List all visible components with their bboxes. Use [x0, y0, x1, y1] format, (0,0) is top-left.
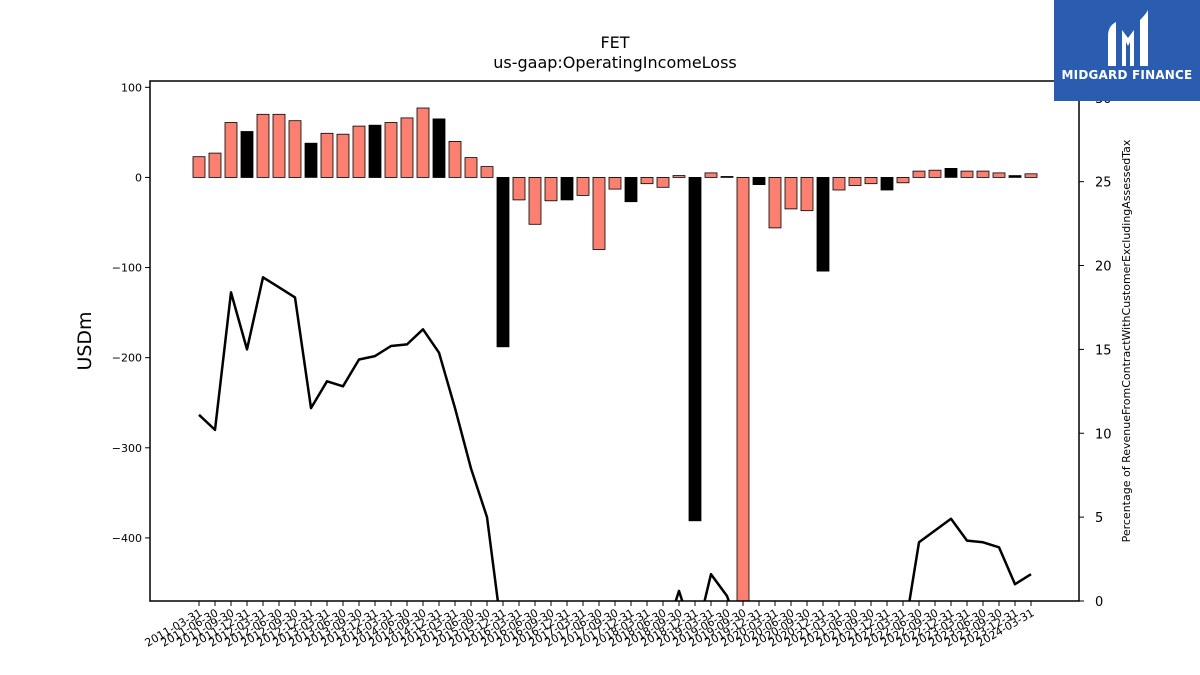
- bar-2022-12-31: [944, 167, 958, 178]
- bar-2018-12-31: [688, 176, 702, 522]
- bar-2012-09-30: [288, 120, 302, 178]
- bar-2023-03-31: [960, 170, 974, 178]
- bar-2017-09-30: [608, 176, 622, 190]
- brand-name: MIDGARD FINANCE: [1061, 68, 1193, 82]
- y2-tick-label: 15: [1095, 343, 1112, 358]
- bar-2011-12-31: [240, 131, 254, 178]
- bar-2016-09-30: [544, 176, 558, 202]
- bar-2012-06-30: [272, 113, 286, 178]
- y2-tick-label: 25: [1095, 176, 1112, 191]
- line-layer: [198, 276, 1032, 601]
- bar-2019-09-30: [736, 176, 750, 602]
- bar-2023-06-30: [976, 170, 990, 178]
- bar-2021-03-31: [832, 176, 846, 191]
- bar-2020-09-30: [800, 176, 814, 212]
- y2-tick-label: 5: [1095, 511, 1103, 526]
- bar-2018-06-30: [656, 176, 670, 188]
- bar-2015-12-31: [496, 176, 510, 348]
- bar-2011-06-30: [208, 152, 222, 178]
- bar-2017-03-31: [576, 176, 590, 196]
- chart-title: FET: [600, 33, 629, 52]
- y2-tick-label: 0: [1095, 595, 1103, 610]
- bar-2012-12-31: [304, 142, 318, 178]
- y-ticks: 100 0 −100 −200 −300 −400: [112, 81, 150, 545]
- chart-subtitle: us-gaap:OperatingIncomeLoss: [493, 53, 737, 72]
- y-tick-label: −200: [112, 352, 142, 365]
- bar-2022-03-31: [896, 176, 910, 184]
- bar-2015-09-30: [480, 166, 494, 178]
- bar-2020-03-31: [768, 176, 782, 229]
- y2-tick-label: 20: [1095, 260, 1112, 275]
- percentage-line: [198, 276, 1032, 601]
- bar-2013-09-30: [352, 125, 366, 178]
- brand-mark-icon: [1108, 10, 1148, 66]
- bar-2013-03-31: [320, 132, 334, 178]
- bar-2011-09-30: [224, 122, 238, 178]
- x-ticks: 2011-03-312011-06-302011-09-302011-12-31…: [143, 601, 1037, 650]
- bar-2014-03-31: [384, 122, 398, 178]
- bar-2024-03-31: [1024, 173, 1038, 178]
- bar-2018-03-31: [640, 176, 654, 185]
- bar-2018-09-30: [672, 175, 686, 178]
- bar-2014-12-31: [432, 118, 446, 178]
- bar-2013-12-31: [368, 124, 382, 178]
- bar-2023-12-31: [1008, 175, 1022, 178]
- bars-layer: [192, 107, 1038, 602]
- bar-2019-06-30: [720, 176, 734, 178]
- bar-2022-09-30: [928, 169, 942, 178]
- bar-2021-06-30: [848, 176, 862, 186]
- y-tick-label: 100: [121, 81, 142, 94]
- y2-ticks: 302520151050: [1079, 92, 1112, 610]
- bar-2016-03-31: [512, 176, 526, 201]
- bar-2021-12-31: [880, 176, 894, 191]
- bar-2020-06-30: [784, 176, 798, 210]
- y-tick-label: 0: [135, 171, 142, 184]
- bar-2011-03-31: [192, 156, 206, 178]
- bar-2019-12-31: [752, 176, 766, 185]
- bar-2016-06-30: [528, 176, 542, 225]
- bar-2012-03-31: [256, 113, 270, 178]
- bar-2014-06-30: [400, 117, 414, 178]
- bar-2013-06-30: [336, 133, 350, 178]
- y-tick-label: −400: [112, 532, 142, 545]
- bar-2022-06-30: [912, 170, 926, 178]
- y2-tick-label: 10: [1095, 427, 1112, 442]
- bar-2016-12-31: [560, 176, 574, 201]
- y-axis-label: USDm: [74, 311, 96, 370]
- bar-2023-09-30: [992, 172, 1006, 178]
- bar-2019-03-31: [704, 172, 718, 178]
- bar-2017-06-30: [592, 176, 606, 250]
- bar-2017-12-31: [624, 176, 638, 203]
- y2-axis-label: Percentage of RevenueFromContractWithCus…: [1120, 139, 1133, 542]
- bar-2015-06-30: [464, 157, 478, 178]
- y-tick-label: −100: [112, 262, 142, 275]
- brand-logo: MIDGARD FINANCE: [1054, 0, 1200, 101]
- y-tick-label: −300: [112, 442, 142, 455]
- bar-2015-03-31: [448, 140, 462, 178]
- bar-2014-09-30: [416, 107, 430, 178]
- bar-2020-12-31: [816, 176, 830, 272]
- bar-2021-09-30: [864, 176, 878, 185]
